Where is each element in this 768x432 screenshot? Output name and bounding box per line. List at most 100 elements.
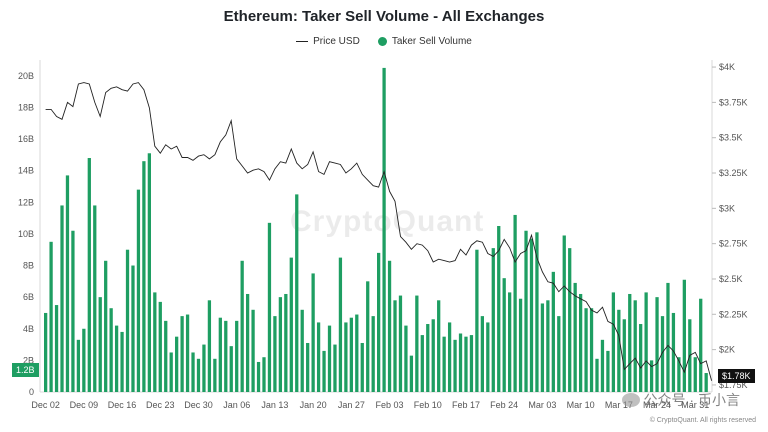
volume-bar xyxy=(502,278,506,392)
volume-bar xyxy=(453,339,457,392)
x-tick-label: Mar 31 xyxy=(681,400,709,410)
volume-bar xyxy=(125,249,130,392)
volume-bar xyxy=(677,357,681,392)
volume-bar xyxy=(382,67,386,393)
volume-bar xyxy=(316,322,321,392)
volume-bar xyxy=(518,298,523,392)
volume-bar xyxy=(262,357,266,392)
volume-bar xyxy=(147,153,151,392)
volume-bar xyxy=(464,336,468,392)
volume-bar xyxy=(475,249,479,392)
chart-legend: Price USD Taker Sell Volume xyxy=(0,36,768,47)
volume-bar xyxy=(60,205,64,392)
volume-bar xyxy=(229,346,233,392)
volume-bar xyxy=(622,319,626,392)
volume-bar xyxy=(426,324,430,392)
y-right-tick-label: $3.25K xyxy=(719,168,748,178)
volume-bar xyxy=(649,360,654,392)
volume-bar xyxy=(185,314,190,392)
volume-bar xyxy=(409,355,414,392)
volume-bar xyxy=(437,300,441,392)
volume-bar xyxy=(666,282,670,392)
volume-bar xyxy=(671,312,676,392)
x-tick-label: Dec 30 xyxy=(184,400,213,410)
volume-bar xyxy=(480,316,484,392)
volume-bar xyxy=(557,316,561,392)
y-left-tick-label: 16B xyxy=(18,134,34,144)
volume-bar xyxy=(207,300,212,392)
volume-bar xyxy=(202,344,206,392)
volume-bar xyxy=(136,189,141,392)
volume-bar xyxy=(366,281,370,392)
volume-bar xyxy=(562,235,566,392)
volume-bar xyxy=(682,279,686,392)
copyright-credit: © CryptoQuant. All rights reserved xyxy=(649,417,756,424)
legend-label-price: Price USD xyxy=(313,36,360,47)
volume-bar xyxy=(371,316,375,392)
volume-bar xyxy=(158,301,162,392)
volume-bar xyxy=(267,222,272,392)
legend-line-icon xyxy=(296,41,309,42)
y-left-tick-label: 2B xyxy=(23,355,34,365)
y-right-tick-label: $2.25K xyxy=(719,309,748,319)
volume-bar xyxy=(639,324,643,392)
volume-bar xyxy=(704,373,708,392)
x-tick-label: Mar 10 xyxy=(567,400,595,410)
x-tick-label: Mar 03 xyxy=(528,400,556,410)
wechat-icon xyxy=(621,393,640,407)
volume-bar xyxy=(289,257,293,392)
volume-bar xyxy=(49,241,53,392)
volume-bar xyxy=(338,257,343,392)
volume-bar xyxy=(600,339,605,392)
y-right-tick-label: $1.75K xyxy=(719,380,748,390)
volume-bar xyxy=(76,339,81,392)
volume-bar xyxy=(54,305,59,392)
wechat-watermark: 公众号 · 币小言 xyxy=(621,390,740,410)
volume-bar xyxy=(431,319,435,392)
y-right-tick-label: $3.5K xyxy=(719,133,743,143)
volume-bar xyxy=(628,293,632,392)
price-line xyxy=(45,82,713,381)
y-left-tick-label: 14B xyxy=(18,166,34,176)
volume-bar xyxy=(169,352,173,392)
volume-bar xyxy=(377,252,381,392)
volume-bar xyxy=(513,214,517,392)
volume-bar xyxy=(360,342,364,392)
volume-bar xyxy=(240,260,244,392)
volume-bar xyxy=(508,292,512,392)
volume-bar xyxy=(568,248,572,392)
x-tick-label: Feb 03 xyxy=(376,400,404,410)
volume-bar xyxy=(82,328,86,392)
volume-bar xyxy=(573,282,577,392)
x-tick-label: Dec 09 xyxy=(70,400,99,410)
volume-bar xyxy=(420,335,424,392)
volume-bar xyxy=(393,300,397,392)
legend-item-volume[interactable]: Taker Sell Volume xyxy=(377,36,472,47)
volume-bar xyxy=(699,298,703,392)
volume-bar xyxy=(71,230,75,392)
volume-bar xyxy=(633,300,637,392)
volume-bar xyxy=(245,293,250,392)
volume-bar xyxy=(131,265,135,392)
volume-bar xyxy=(442,336,446,392)
x-tick-label: Mar 17 xyxy=(605,400,633,410)
volume-bar xyxy=(693,357,697,392)
volume-bar xyxy=(655,297,659,392)
legend-item-price[interactable]: Price USD xyxy=(296,36,360,47)
volume-bar xyxy=(306,342,310,392)
watermark: CryptoQuant xyxy=(290,205,485,238)
y-left-tick-label: 20B xyxy=(18,71,34,81)
volume-bar xyxy=(235,320,239,392)
volume-bar xyxy=(617,309,621,392)
y-right-tick-label: $2K xyxy=(719,345,735,355)
volume-bar xyxy=(114,325,119,392)
y-left-tick-label: 4B xyxy=(23,324,34,334)
volume-bar xyxy=(355,314,359,392)
volume-bar xyxy=(546,300,550,392)
volume-bar xyxy=(295,194,299,392)
y-right-tick-label: $4K xyxy=(719,62,735,72)
volume-bar xyxy=(87,158,91,392)
volume-bar xyxy=(333,344,337,392)
volume-bar xyxy=(109,308,113,392)
volume-bar xyxy=(300,309,304,392)
